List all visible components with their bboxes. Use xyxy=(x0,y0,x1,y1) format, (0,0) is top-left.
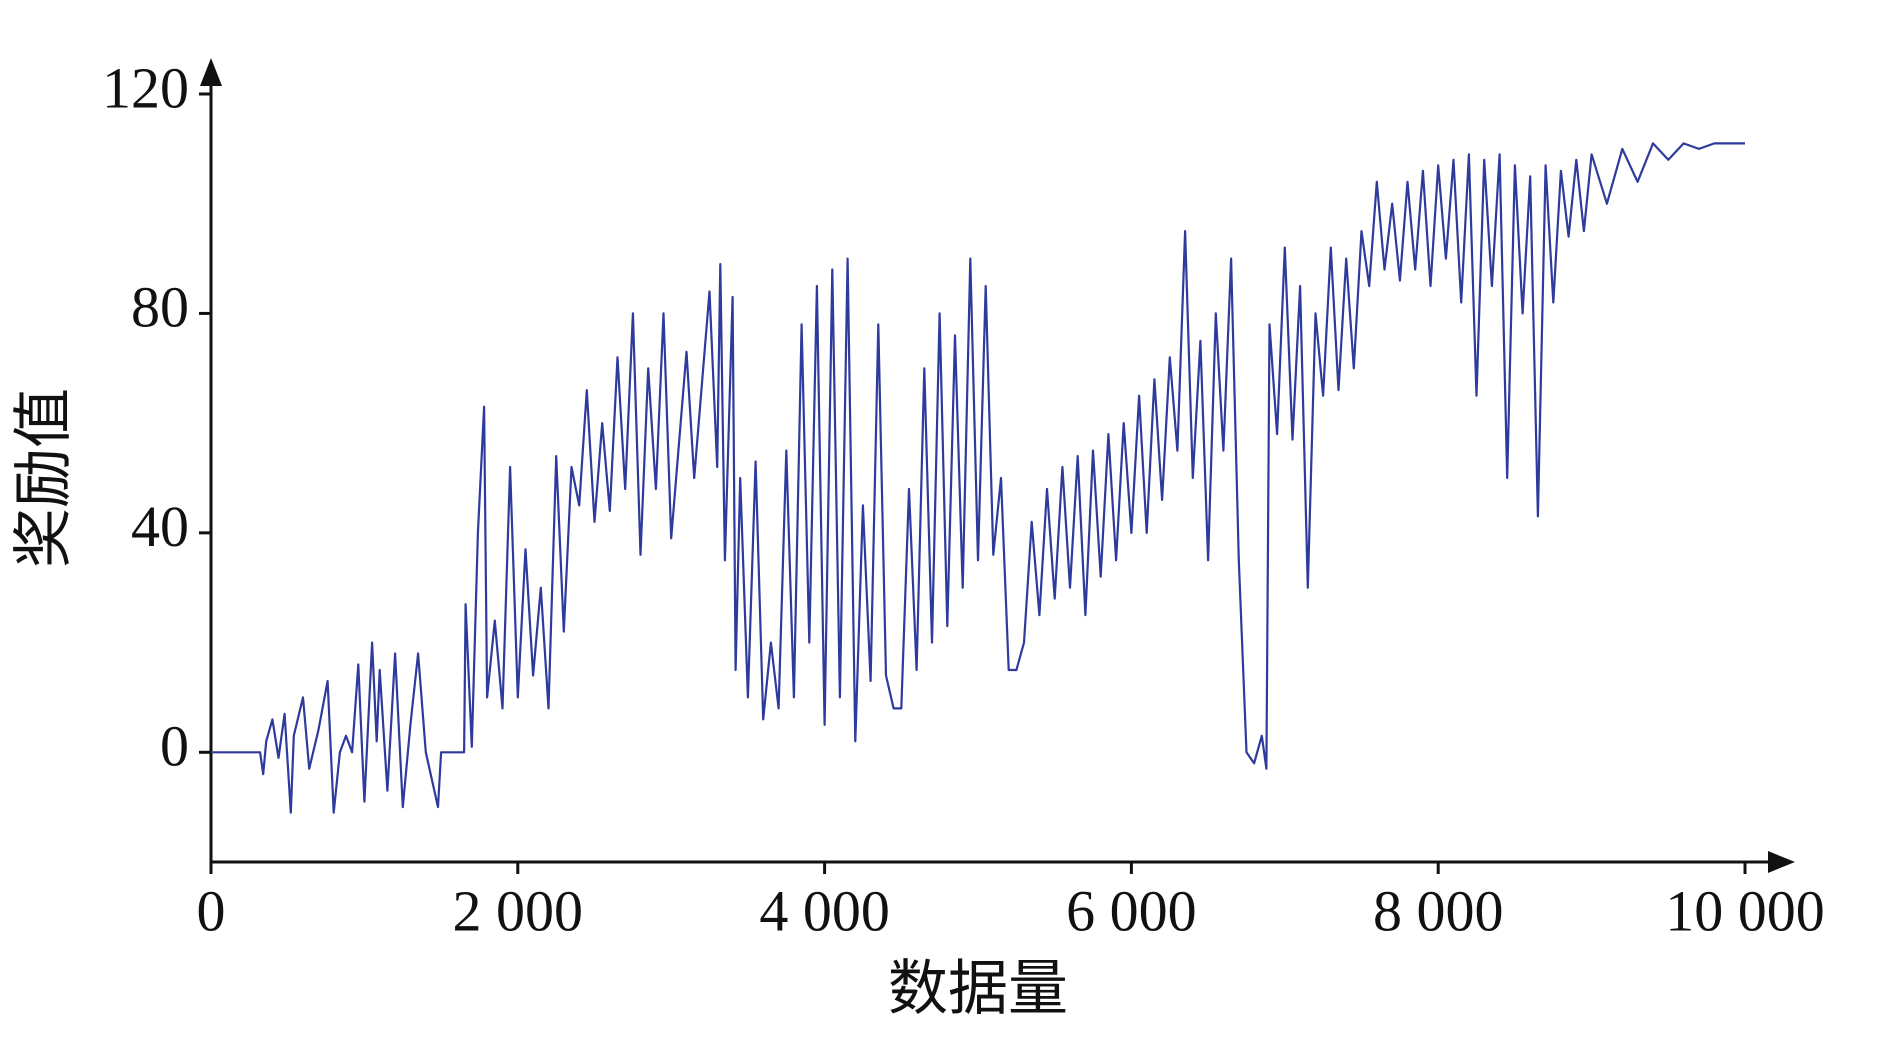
y-tick-label: 40 xyxy=(131,494,189,559)
y-axis-arrow xyxy=(200,58,222,86)
y-tick-label: 0 xyxy=(160,714,189,779)
data-line xyxy=(211,142,1745,814)
x-tick-label: 2 000 xyxy=(453,878,584,943)
y-tick-label: 80 xyxy=(131,275,189,340)
x-tick-label: 6 000 xyxy=(1066,878,1197,943)
y-axis-title: 奖励值 xyxy=(11,388,77,568)
y-tick-label: 120 xyxy=(102,55,189,120)
x-tick-label: 10 000 xyxy=(1665,878,1825,943)
x-tick-label: 8 000 xyxy=(1373,878,1504,943)
x-tick-label: 4 000 xyxy=(759,878,890,943)
x-axis-title: 数据量 xyxy=(888,956,1068,1022)
x-axis-arrow xyxy=(1768,851,1795,873)
x-tick-label: 0 xyxy=(197,878,226,943)
